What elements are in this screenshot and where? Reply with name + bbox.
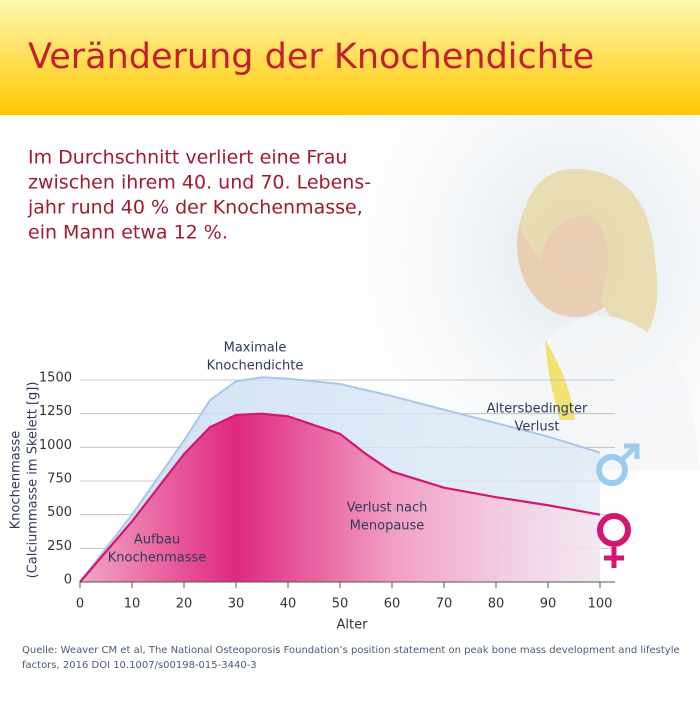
y-axis-label: (Calciummasse im Skelett [g]) bbox=[26, 382, 41, 579]
subtitle-line: zwischen ihrem 40. und 70. Lebens- bbox=[28, 172, 371, 194]
x-tick-label: 30 bbox=[228, 597, 245, 612]
area-fill bbox=[80, 413, 600, 582]
annotation: Knochendichte bbox=[207, 359, 304, 374]
annotation: Menopause bbox=[350, 519, 425, 534]
x-tick-label: 10 bbox=[124, 597, 141, 612]
y-tick-label: 1000 bbox=[39, 438, 72, 453]
chart-title: Veränderung der Knochendichte bbox=[28, 37, 594, 77]
source-note: Quelle: Weaver CM et al, The National Os… bbox=[22, 645, 680, 656]
x-tick-label: 70 bbox=[436, 597, 453, 612]
female-cross bbox=[604, 547, 624, 568]
male-symbol bbox=[596, 443, 640, 486]
x-tick-label: 20 bbox=[176, 597, 193, 612]
x-tick-label: 60 bbox=[384, 597, 401, 612]
source-note: factors, 2016 DOI 10.1007/s00198-015-344… bbox=[22, 660, 257, 671]
y-tick-label: 500 bbox=[47, 505, 72, 520]
x-tick-label: 50 bbox=[332, 597, 349, 612]
area-line bbox=[79, 412, 601, 583]
y-tick-label: 1500 bbox=[39, 371, 72, 386]
subtitle-line: ein Mann etwa 12 %. bbox=[28, 222, 228, 244]
subtitle-line: jahr rund 40 % der Knochenmasse, bbox=[27, 197, 363, 219]
female-ring bbox=[597, 513, 631, 547]
y-tick-label: 750 bbox=[47, 472, 72, 487]
male-arrow bbox=[620, 443, 640, 462]
annotation: Altersbedingter bbox=[487, 402, 588, 417]
y-tick-label: 0 bbox=[64, 573, 72, 588]
x-axis-label: Alter bbox=[337, 618, 369, 633]
annotation: Verlust nach bbox=[347, 501, 428, 516]
x-tick-label: 80 bbox=[488, 597, 505, 612]
subtitle-line: Im Durchschnitt verliert eine Frau bbox=[28, 147, 347, 169]
x-tick-label: 100 bbox=[588, 597, 613, 612]
x-tick-label: 90 bbox=[540, 597, 557, 612]
y-tick-label: 1250 bbox=[39, 404, 72, 419]
area-line bbox=[79, 376, 601, 583]
male-ring bbox=[596, 454, 628, 486]
annotation: Maximale bbox=[224, 341, 287, 356]
header-band bbox=[0, 0, 700, 115]
y-axis-label: Knochenmasse bbox=[9, 431, 24, 530]
annotation: Knochenmasse bbox=[108, 551, 207, 566]
annotation: Verlust bbox=[515, 420, 560, 435]
x-tick-label: 0 bbox=[76, 597, 84, 612]
y-tick-label: 250 bbox=[47, 539, 72, 554]
x-tick-label: 40 bbox=[280, 597, 297, 612]
female-symbol bbox=[597, 513, 631, 568]
photo-figure bbox=[510, 168, 700, 470]
annotation: Aufbau bbox=[134, 533, 180, 548]
